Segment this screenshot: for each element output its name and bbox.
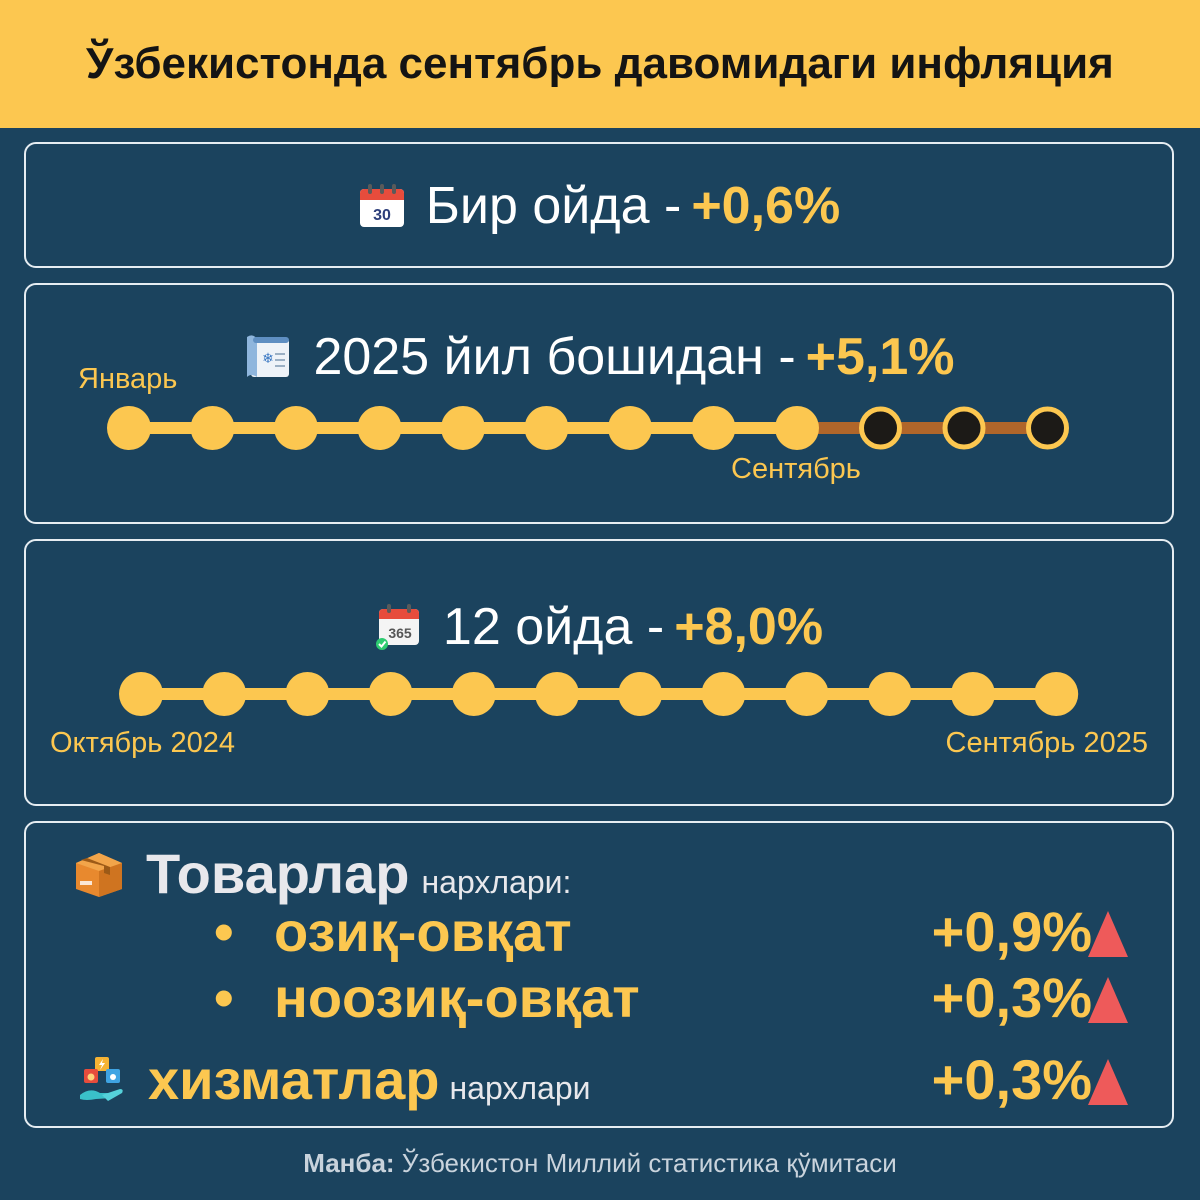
- ytd-month-dot: [357, 406, 402, 450]
- services-heading: хизматлар нархлари: [76, 1047, 591, 1112]
- page-title: Ўзбекистонда сентябрь давомидаги инфляци…: [86, 39, 1114, 88]
- annual-month-dot: [202, 672, 247, 716]
- goods-label: Товарлар: [146, 842, 410, 905]
- box-icon: [72, 849, 126, 899]
- source-text: Ўзбекистон Миллий статистика қўмитаси: [401, 1148, 897, 1178]
- annual-month-dot: [368, 672, 413, 716]
- annual-month-dot: [451, 672, 496, 716]
- nonfood-label: ноозиқ-овқат: [274, 966, 640, 1029]
- monthly-label: Бир ойда -: [425, 177, 682, 235]
- annual-month-dot: [784, 672, 829, 716]
- source-label: Манба:: [303, 1148, 395, 1178]
- annual-month-dot: [285, 672, 330, 716]
- ytd-month-dot: [274, 406, 318, 450]
- ytd-month-dot: [691, 406, 736, 450]
- food-label: озиқ-овқат: [274, 900, 572, 963]
- calendar-30-icon: 30: [358, 183, 406, 229]
- goods-suffix: нархлари:: [421, 864, 572, 900]
- services-value: +0,3%: [931, 1048, 1092, 1111]
- food-up-arrow-icon: [1088, 911, 1128, 957]
- breakdown-card: Товарлар нархлари: • озиқ-овқат +0,9% • …: [24, 821, 1174, 1128]
- annual-value: +8,0%: [674, 598, 824, 656]
- annual-timeline: [119, 672, 1079, 716]
- nonfood-value: +0,3%: [931, 966, 1092, 1029]
- calendar-365-icon: 365: [375, 603, 423, 651]
- annual-start-label: Октябрь 2024: [50, 727, 235, 759]
- services-label: хизматлар: [148, 1048, 440, 1111]
- ytd-month-dot: [608, 406, 652, 450]
- annual-label: 12 ойда -: [442, 598, 665, 656]
- ytd-timeline: [107, 406, 1069, 450]
- ytd-value: +5,1%: [805, 328, 955, 386]
- ytd-month-dot: [190, 406, 235, 450]
- ytd-start-label: Январь: [78, 363, 178, 395]
- calendar-365-icon-text: 365: [388, 625, 412, 641]
- bullet-food: •: [214, 900, 234, 963]
- ytd-heading: ❄ 2025 йил бошидан - +5,1%: [26, 325, 1172, 389]
- monthly-card: 30 Бир ойда - +0,6%: [24, 142, 1174, 268]
- ytd-month-dot-future: [1026, 406, 1069, 450]
- annual-month-dot: [119, 672, 163, 716]
- source-note: Манба: Ўзбекистон Миллий статистика қўми…: [0, 1148, 1200, 1179]
- ytd-card: ❄ 2025 йил бошидан - +5,1% Январь Сентяб…: [24, 283, 1174, 524]
- annual-heading: 365 12 ойда - +8,0%: [26, 595, 1172, 659]
- ytd-month-dot: [107, 406, 151, 450]
- calendar-icon-text: 30: [373, 207, 391, 224]
- ytd-month-dot-future: [942, 406, 986, 450]
- services-up-arrow-icon: [1088, 1059, 1128, 1105]
- ytd-month-dot: [775, 406, 819, 450]
- nonfood-up-arrow-icon: [1088, 977, 1128, 1023]
- food-value: +0,9%: [931, 900, 1092, 963]
- svg-text:❄: ❄: [263, 351, 275, 367]
- goods-heading: Товарлар нархлари:: [72, 841, 571, 906]
- title-bar: Ўзбекистонда сентябрь давомидаги инфляци…: [0, 0, 1200, 128]
- ytd-label: 2025 йил бошидан -: [313, 328, 796, 386]
- annual-month-dot: [535, 672, 579, 716]
- winter-calendar-icon: ❄: [243, 333, 293, 381]
- annual-month-dot: [1034, 672, 1079, 716]
- services-suffix: нархлари: [449, 1070, 591, 1106]
- ytd-month-dot-future: [859, 406, 902, 450]
- monthly-value: +0,6%: [691, 177, 841, 235]
- annual-end-label: Сентябрь 2025: [945, 727, 1149, 759]
- annual-month-dot: [618, 672, 663, 716]
- annual-card: 365 12 ойда - +8,0% Октябрь 2024 Сентябр…: [24, 539, 1174, 806]
- bullet-nonfood: •: [214, 966, 234, 1029]
- utilities-icon: [76, 1055, 126, 1105]
- ytd-end-label: Сентябрь: [731, 453, 861, 485]
- annual-month-dot: [701, 672, 746, 716]
- annual-month-dot: [951, 672, 995, 716]
- ytd-month-dot: [441, 406, 485, 450]
- monthly-heading: 30 Бир ойда - +0,6%: [26, 174, 1172, 238]
- ytd-month-dot: [524, 406, 569, 450]
- annual-month-dot: [867, 672, 912, 716]
